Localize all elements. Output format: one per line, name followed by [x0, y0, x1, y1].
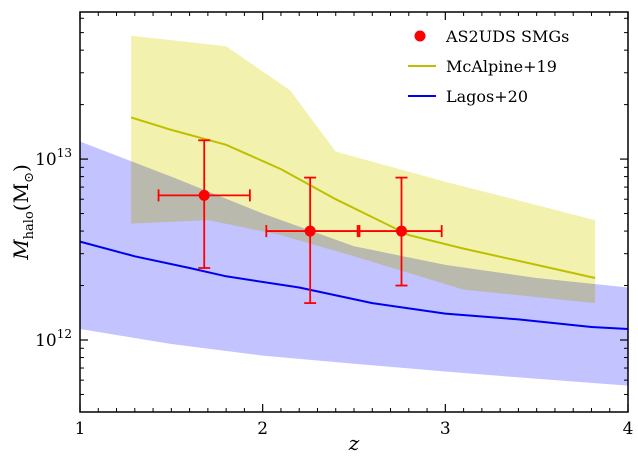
mcalpine-19-line [130, 116, 596, 279]
x-tick-label: 3 [440, 419, 451, 439]
lagos-20-line [79, 240, 629, 330]
x-tick-label: 4 [623, 419, 634, 439]
legend-label-mcalpine: McAlpine+19 [446, 57, 557, 76]
legend-marker-as2uds [414, 30, 426, 42]
y-tick-label: 1012 [35, 327, 72, 351]
bands-layer [80, 35, 628, 386]
x-tick-label: 1 [75, 419, 86, 439]
x-tick-label: 2 [257, 419, 268, 439]
points-layer [157, 139, 443, 304]
y-axis-label: Mhalo(M⊙) [9, 164, 37, 261]
ticks-layer [79, 12, 629, 413]
x-axis-label: z [348, 431, 360, 455]
mcalpine-19-band [131, 35, 596, 304]
y-tick-label: 1013 [35, 146, 72, 170]
legend-label-lagos: Lagos+20 [446, 87, 528, 106]
legend-label-as2uds: AS2UDS SMGs [445, 27, 569, 46]
tick-labels-layer: 1 2 3 4 1012 1013 [35, 146, 633, 439]
smg-point-3-marker [395, 225, 407, 237]
smg-point-2-marker [304, 225, 316, 237]
lines-layer [79, 116, 629, 330]
legend: AS2UDS SMGs McAlpine+19 Lagos+20 [408, 27, 569, 106]
smg-point-1-marker [198, 189, 210, 201]
